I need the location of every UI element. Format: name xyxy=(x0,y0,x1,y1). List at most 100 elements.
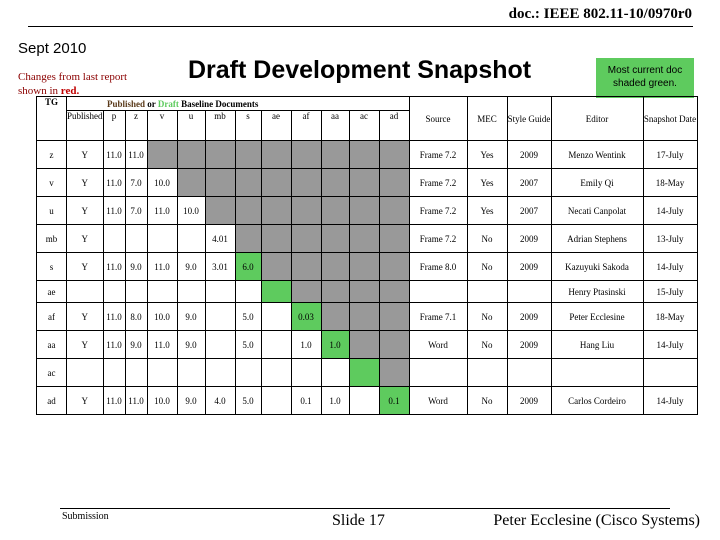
row-cell xyxy=(146,140,178,169)
top-rule xyxy=(28,26,693,27)
header-right: Snapshot Date xyxy=(642,96,698,141)
changes-prefix: Changes from last report shown in xyxy=(18,71,128,97)
row-style: 2009 xyxy=(506,140,552,169)
row-cell: 5.0 xyxy=(234,302,262,331)
row-editor: Kazuyuki Sakoda xyxy=(550,252,644,281)
doc-id: doc.: IEEE 802.11-10/0970r0 xyxy=(508,6,692,22)
row-cell xyxy=(348,252,380,281)
header-col: ae xyxy=(260,110,292,141)
row-mec: No xyxy=(466,386,508,415)
row-cell xyxy=(176,168,206,197)
header-right: Source xyxy=(408,96,468,141)
row-cell xyxy=(378,280,410,303)
table-row: af Y 11.0 8.0 10.0 9.0 5.0 0.03 Frame 7.1 No 2009 P… xyxy=(36,302,698,331)
row-src: Frame 8.0 xyxy=(408,252,468,281)
row-cell: 10.0 xyxy=(146,302,178,331)
row-cell xyxy=(146,280,178,303)
row-cell xyxy=(320,196,350,225)
row-cell: 1.0 xyxy=(290,330,322,359)
draft-label: Draft xyxy=(157,98,179,109)
row-cell xyxy=(124,358,148,387)
row-cell: Y xyxy=(66,224,104,253)
row-cell xyxy=(102,224,126,253)
row-tg: ad xyxy=(36,386,67,415)
row-cell xyxy=(66,358,104,387)
row-tg: mb xyxy=(36,224,67,253)
table-row: aa Y 11.0 9.0 11.0 9.0 5.0 1.0 1.0 Word No 2009 Hang… xyxy=(36,330,698,359)
row-src: Word xyxy=(408,386,468,415)
row-style: 2009 xyxy=(506,224,552,253)
row-editor xyxy=(550,358,644,387)
row-cell xyxy=(260,196,292,225)
row-cell: 11.0 xyxy=(102,330,126,359)
row-cell xyxy=(348,168,380,197)
row-editor: Menzo Wentink xyxy=(550,140,644,169)
row-cell xyxy=(260,280,292,303)
row-cell: Y xyxy=(66,168,104,197)
baseline-label: Baseline Documents xyxy=(178,98,259,109)
snapshot-table: TG Published or Draft Baseline Documents S… xyxy=(36,96,698,415)
header-col: p xyxy=(102,110,126,141)
row-cell xyxy=(320,280,350,303)
row-cell xyxy=(290,280,322,303)
row-editor: Necati Canpolat xyxy=(550,196,644,225)
row-cell: 11.0 xyxy=(146,252,178,281)
row-cell xyxy=(378,196,410,225)
row-cell xyxy=(378,302,410,331)
row-cell xyxy=(204,302,236,331)
row-cell: 9.0 xyxy=(176,386,206,415)
row-cell xyxy=(320,140,350,169)
row-style: 2007 xyxy=(506,196,552,225)
row-cell xyxy=(260,302,292,331)
row-cell xyxy=(124,280,148,303)
row-cell: 0.03 xyxy=(290,302,322,331)
legend-note: Most current doc shaded green. xyxy=(596,58,694,98)
row-cell xyxy=(102,280,126,303)
row-cell xyxy=(234,140,262,169)
row-tg: aa xyxy=(36,330,67,359)
changes-red: red. xyxy=(60,85,80,97)
row-date: 13-July xyxy=(642,224,698,253)
row-cell xyxy=(378,358,410,387)
row-cell xyxy=(176,280,206,303)
row-date: 14-July xyxy=(642,386,698,415)
row-date: 14-July xyxy=(642,196,698,225)
header-col: af xyxy=(290,110,322,141)
row-cell xyxy=(378,330,410,359)
row-tg: v xyxy=(36,168,67,197)
row-cell: 11.0 xyxy=(124,140,148,169)
row-cell xyxy=(260,140,292,169)
row-cell: 4.0 xyxy=(204,386,236,415)
row-style: 2009 xyxy=(506,386,552,415)
row-cell xyxy=(204,140,236,169)
row-cell: 10.0 xyxy=(176,196,206,225)
row-cell: 10.0 xyxy=(146,168,178,197)
row-style: 2009 xyxy=(506,302,552,331)
row-tg: z xyxy=(36,140,67,169)
row-src: Frame 7.2 xyxy=(408,140,468,169)
footer-author: Peter Ecclesine (Cisco Systems) xyxy=(493,512,700,529)
row-cell xyxy=(320,252,350,281)
row-cell: 7.0 xyxy=(124,196,148,225)
row-cell xyxy=(348,140,380,169)
header-tg: TG xyxy=(36,96,67,141)
table-row: v Y 11.0 7.0 10.0 Frame 7.2 Yes 2007 Emily Qi 18-… xyxy=(36,168,698,197)
row-cell xyxy=(204,280,236,303)
row-cell: 5.0 xyxy=(234,330,262,359)
row-cell: 1.0 xyxy=(320,330,350,359)
row-cell: Y xyxy=(66,252,104,281)
row-src: Frame 7.2 xyxy=(408,196,468,225)
row-cell xyxy=(146,358,178,387)
row-date: 18-May xyxy=(642,168,698,197)
row-tg: ac xyxy=(36,358,67,387)
row-date xyxy=(642,358,698,387)
row-cell: 11.0 xyxy=(102,168,126,197)
row-cell xyxy=(320,224,350,253)
row-cell xyxy=(378,140,410,169)
date-label: Sept 2010 xyxy=(18,40,87,57)
row-cell: 5.0 xyxy=(234,386,262,415)
row-cell xyxy=(260,252,292,281)
row-cell xyxy=(260,224,292,253)
row-cell: 9.0 xyxy=(176,252,206,281)
row-cell xyxy=(260,386,292,415)
